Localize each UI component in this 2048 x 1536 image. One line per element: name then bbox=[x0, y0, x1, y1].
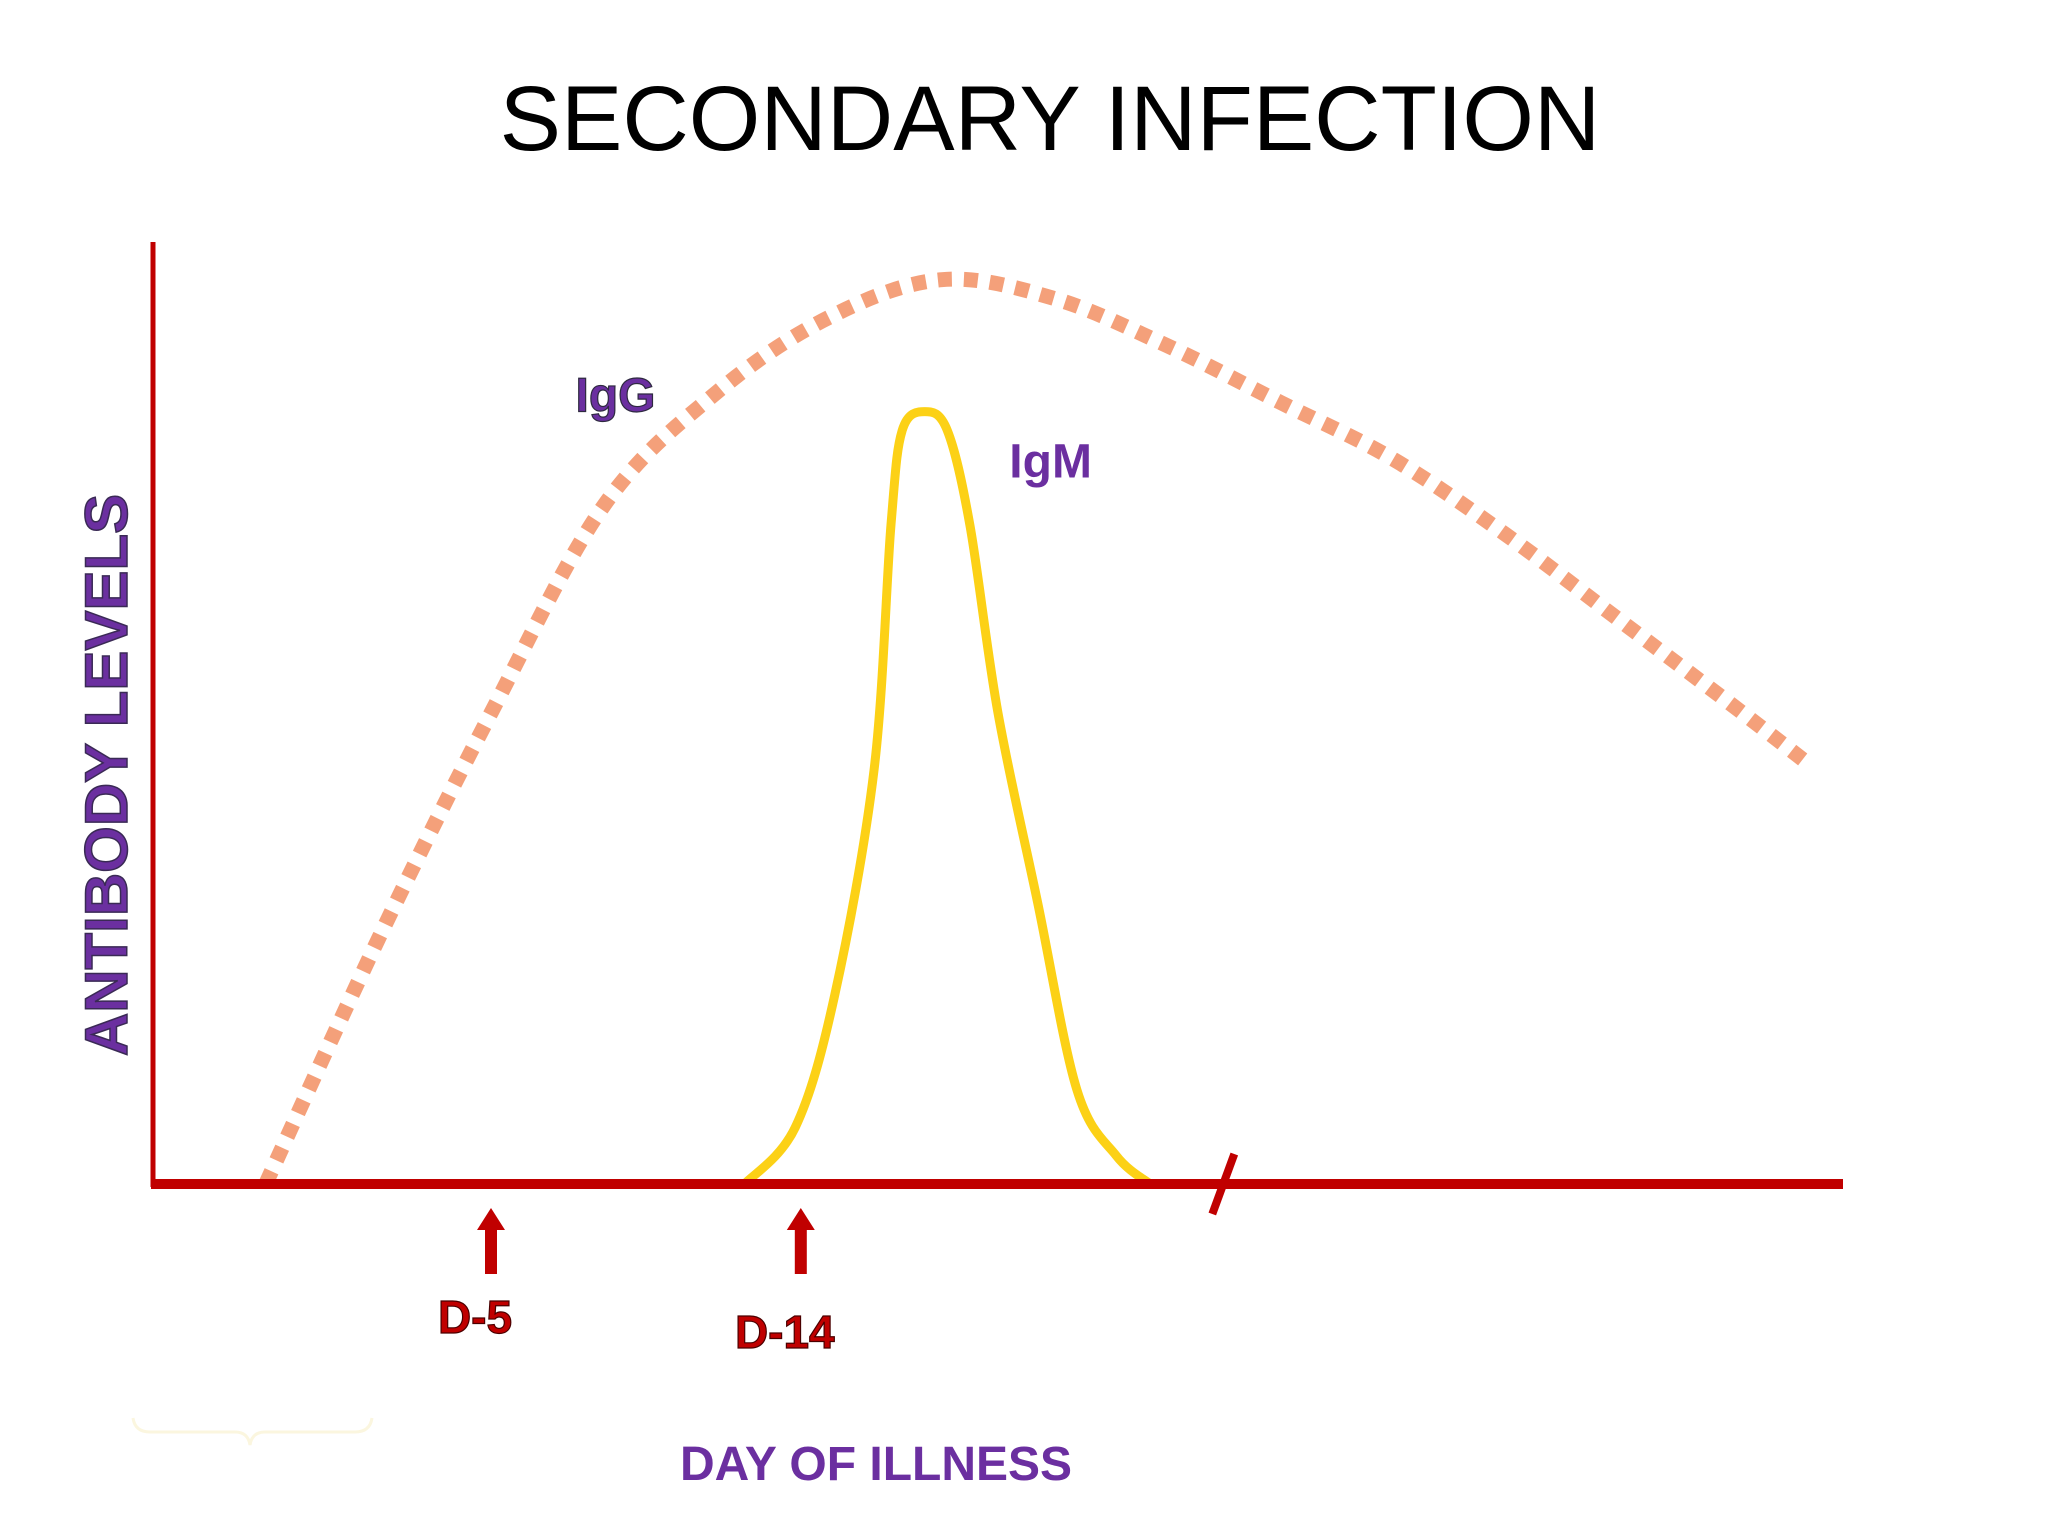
axis-break-mark bbox=[1208, 1152, 1239, 1216]
y-axis-label: ANTIBODY LEVELS bbox=[73, 494, 140, 1056]
igm-series-line bbox=[740, 407, 1155, 1189]
d-5-arrow-icon bbox=[477, 1208, 505, 1274]
decorative-bracket bbox=[131, 1417, 374, 1446]
d-5-marker-label: D-5 bbox=[438, 1291, 512, 1343]
igg-series-line bbox=[258, 271, 1809, 1188]
series-layer bbox=[258, 271, 1809, 1189]
igm-series-label: IgM bbox=[1009, 436, 1092, 489]
annotation-layer: IgG IgM D-5 D-14 bbox=[437, 369, 1239, 1359]
d-14-marker-label: D-14 bbox=[735, 1306, 835, 1358]
chart-title: SECONDARY INFECTION bbox=[500, 68, 1601, 170]
igg-series-label: IgG bbox=[576, 370, 656, 423]
d-14-arrow-icon bbox=[786, 1208, 815, 1274]
x-axis-label: DAY OF ILLNESS bbox=[680, 1438, 1072, 1491]
